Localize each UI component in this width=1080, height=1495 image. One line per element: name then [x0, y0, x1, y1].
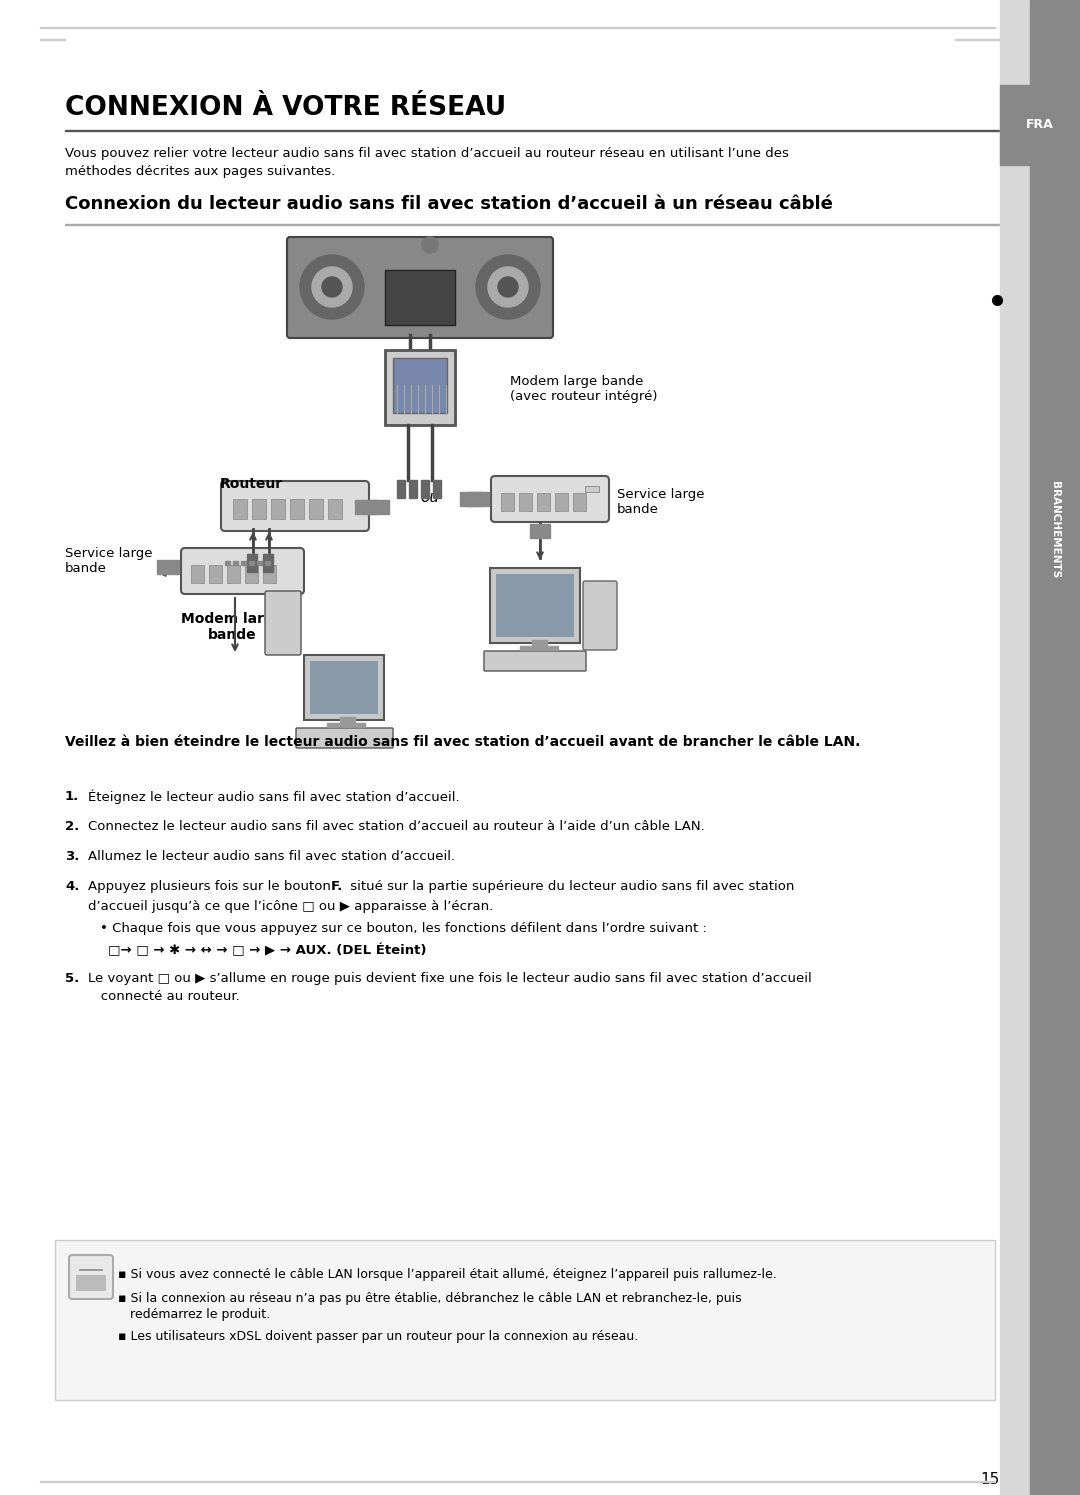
Bar	[585, 486, 599, 492]
Bar	[496, 574, 573, 637]
Bar	[467, 492, 489, 505]
Bar	[327, 724, 365, 727]
Text: 2.: 2.	[65, 819, 79, 833]
Bar	[245, 565, 258, 583]
Text: □→ □ → ✱ → ↔ → □ → ▶ → AUX. (DEL Éteint): □→ □ → ✱ → ↔ → □ → ▶ → AUX. (DEL Éteint)	[108, 943, 427, 957]
FancyBboxPatch shape	[69, 1254, 113, 1299]
Bar	[555, 493, 568, 511]
FancyBboxPatch shape	[287, 238, 553, 338]
Bar	[309, 499, 323, 519]
Bar	[367, 499, 389, 514]
FancyBboxPatch shape	[181, 549, 303, 594]
Circle shape	[312, 268, 352, 306]
Text: ▪ Si vous avez connecté le câble LAN lorsque l’appareil était allumé, éteignez l: ▪ Si vous avez connecté le câble LAN lor…	[118, 1268, 777, 1281]
FancyBboxPatch shape	[221, 481, 369, 531]
Bar	[384, 271, 455, 324]
Text: Connexion du lecteur audio sans fil avec station d’accueil à un réseau câblé: Connexion du lecteur audio sans fil avec…	[65, 194, 833, 212]
Text: Éteignez le lecteur audio sans fil avec station d’accueil.: Éteignez le lecteur audio sans fil avec …	[87, 789, 460, 804]
FancyBboxPatch shape	[265, 591, 301, 655]
Circle shape	[322, 277, 342, 298]
Bar	[264, 555, 273, 573]
Bar	[303, 655, 384, 721]
Text: FRA: FRA	[1026, 118, 1054, 132]
Bar	[393, 357, 447, 413]
FancyBboxPatch shape	[55, 1239, 995, 1399]
Circle shape	[422, 238, 438, 253]
Text: 1.: 1.	[65, 789, 79, 803]
Bar	[397, 480, 405, 498]
Bar	[310, 661, 378, 715]
Bar	[252, 499, 266, 519]
Circle shape	[300, 256, 364, 318]
Text: 5.: 5.	[65, 972, 79, 985]
Circle shape	[498, 277, 518, 298]
Text: Appuyez plusieurs fois sur le bouton: Appuyez plusieurs fois sur le bouton	[87, 881, 335, 893]
Text: redémarrez le produit.: redémarrez le produit.	[130, 1308, 270, 1322]
Bar	[227, 565, 240, 583]
FancyBboxPatch shape	[583, 582, 617, 650]
Bar	[249, 561, 254, 565]
Bar	[265, 561, 270, 565]
Text: Veillez à bien éteindre le lecteur audio sans fil avec station d’accueil avant d: Veillez à bien éteindre le lecteur audio…	[65, 736, 861, 749]
FancyBboxPatch shape	[296, 728, 393, 748]
Text: Modem large
bande: Modem large bande	[180, 611, 283, 643]
Bar	[291, 499, 303, 519]
Bar	[433, 480, 441, 498]
Bar	[490, 568, 580, 643]
Bar	[247, 555, 257, 573]
Text: Modem large bande
(avec routeur intégré): Modem large bande (avec routeur intégré)	[510, 375, 658, 404]
Circle shape	[488, 268, 528, 306]
Bar	[421, 480, 429, 498]
FancyBboxPatch shape	[491, 475, 609, 522]
Text: CONNEXION À VOTRE RÉSEAU: CONNEXION À VOTRE RÉSEAU	[65, 96, 507, 121]
Bar	[233, 561, 238, 565]
Bar	[1000, 0, 1030, 1495]
Text: ▪ Si la connexion au réseau n’a pas pu être établie, débranchez le câble LAN et : ▪ Si la connexion au réseau n’a pas pu ê…	[118, 1292, 742, 1305]
Text: Service large
bande: Service large bande	[65, 547, 152, 576]
Bar	[501, 493, 514, 511]
Text: Le voyant □ ou ▶ s’allume en rouge puis devient fixe une fois le lecteur audio s: Le voyant □ ou ▶ s’allume en rouge puis …	[87, 972, 812, 1003]
Text: Connectez le lecteur audio sans fil avec station d’accueil au routeur à l’aide d: Connectez le lecteur audio sans fil avec…	[87, 819, 705, 833]
Bar	[573, 493, 586, 511]
Bar	[532, 640, 546, 644]
Text: d’accueil jusqu’à ce que l’icône □ ou ▶ apparaisse à l’écran.: d’accueil jusqu’à ce que l’icône □ ou ▶ …	[87, 900, 494, 913]
Text: F.: F.	[330, 881, 343, 893]
Bar	[519, 493, 532, 511]
Bar	[328, 499, 342, 519]
Text: Vous pouvez relier votre lecteur audio sans fil avec station d’accueil au routeu: Vous pouvez relier votre lecteur audio s…	[65, 147, 788, 178]
Bar	[519, 646, 558, 650]
Bar	[530, 525, 550, 538]
Text: situé sur la partie supérieure du lecteur audio sans fil avec station: situé sur la partie supérieure du lecteu…	[346, 881, 795, 893]
Bar	[460, 492, 482, 505]
Bar	[241, 561, 246, 565]
Bar	[225, 561, 230, 565]
Bar	[210, 565, 222, 583]
Text: ▪ Les utilisateurs xDSL doivent passer par un routeur pour la connexion au résea: ▪ Les utilisateurs xDSL doivent passer p…	[118, 1331, 638, 1343]
Bar	[340, 718, 355, 722]
Bar	[1030, 0, 1080, 1495]
Text: 3.: 3.	[65, 851, 79, 863]
FancyBboxPatch shape	[76, 1275, 106, 1292]
Bar	[191, 565, 204, 583]
Text: Allumez le lecteur audio sans fil avec station d’accueil.: Allumez le lecteur audio sans fil avec s…	[87, 851, 455, 863]
Text: • Chaque fois que vous appuyez sur ce bouton, les fonctions défilent dans l’ordr: • Chaque fois que vous appuyez sur ce bo…	[100, 922, 707, 934]
Bar	[1000, 85, 1080, 164]
Bar	[384, 350, 455, 425]
Bar	[355, 499, 377, 514]
Text: 15: 15	[981, 1473, 1000, 1488]
Text: 4.: 4.	[65, 881, 79, 893]
Bar	[233, 499, 247, 519]
Text: Routeur: Routeur	[220, 477, 283, 490]
Bar	[409, 480, 417, 498]
Bar	[157, 561, 179, 574]
Text: ou: ou	[420, 490, 440, 505]
Circle shape	[476, 256, 540, 318]
Text: Service large
bande: Service large bande	[617, 487, 704, 516]
Bar	[264, 565, 276, 583]
FancyBboxPatch shape	[484, 650, 586, 671]
Bar	[537, 493, 550, 511]
Text: BRANCHEMENTS: BRANCHEMENTS	[1050, 481, 1059, 579]
Bar	[271, 499, 285, 519]
Bar	[257, 561, 262, 565]
